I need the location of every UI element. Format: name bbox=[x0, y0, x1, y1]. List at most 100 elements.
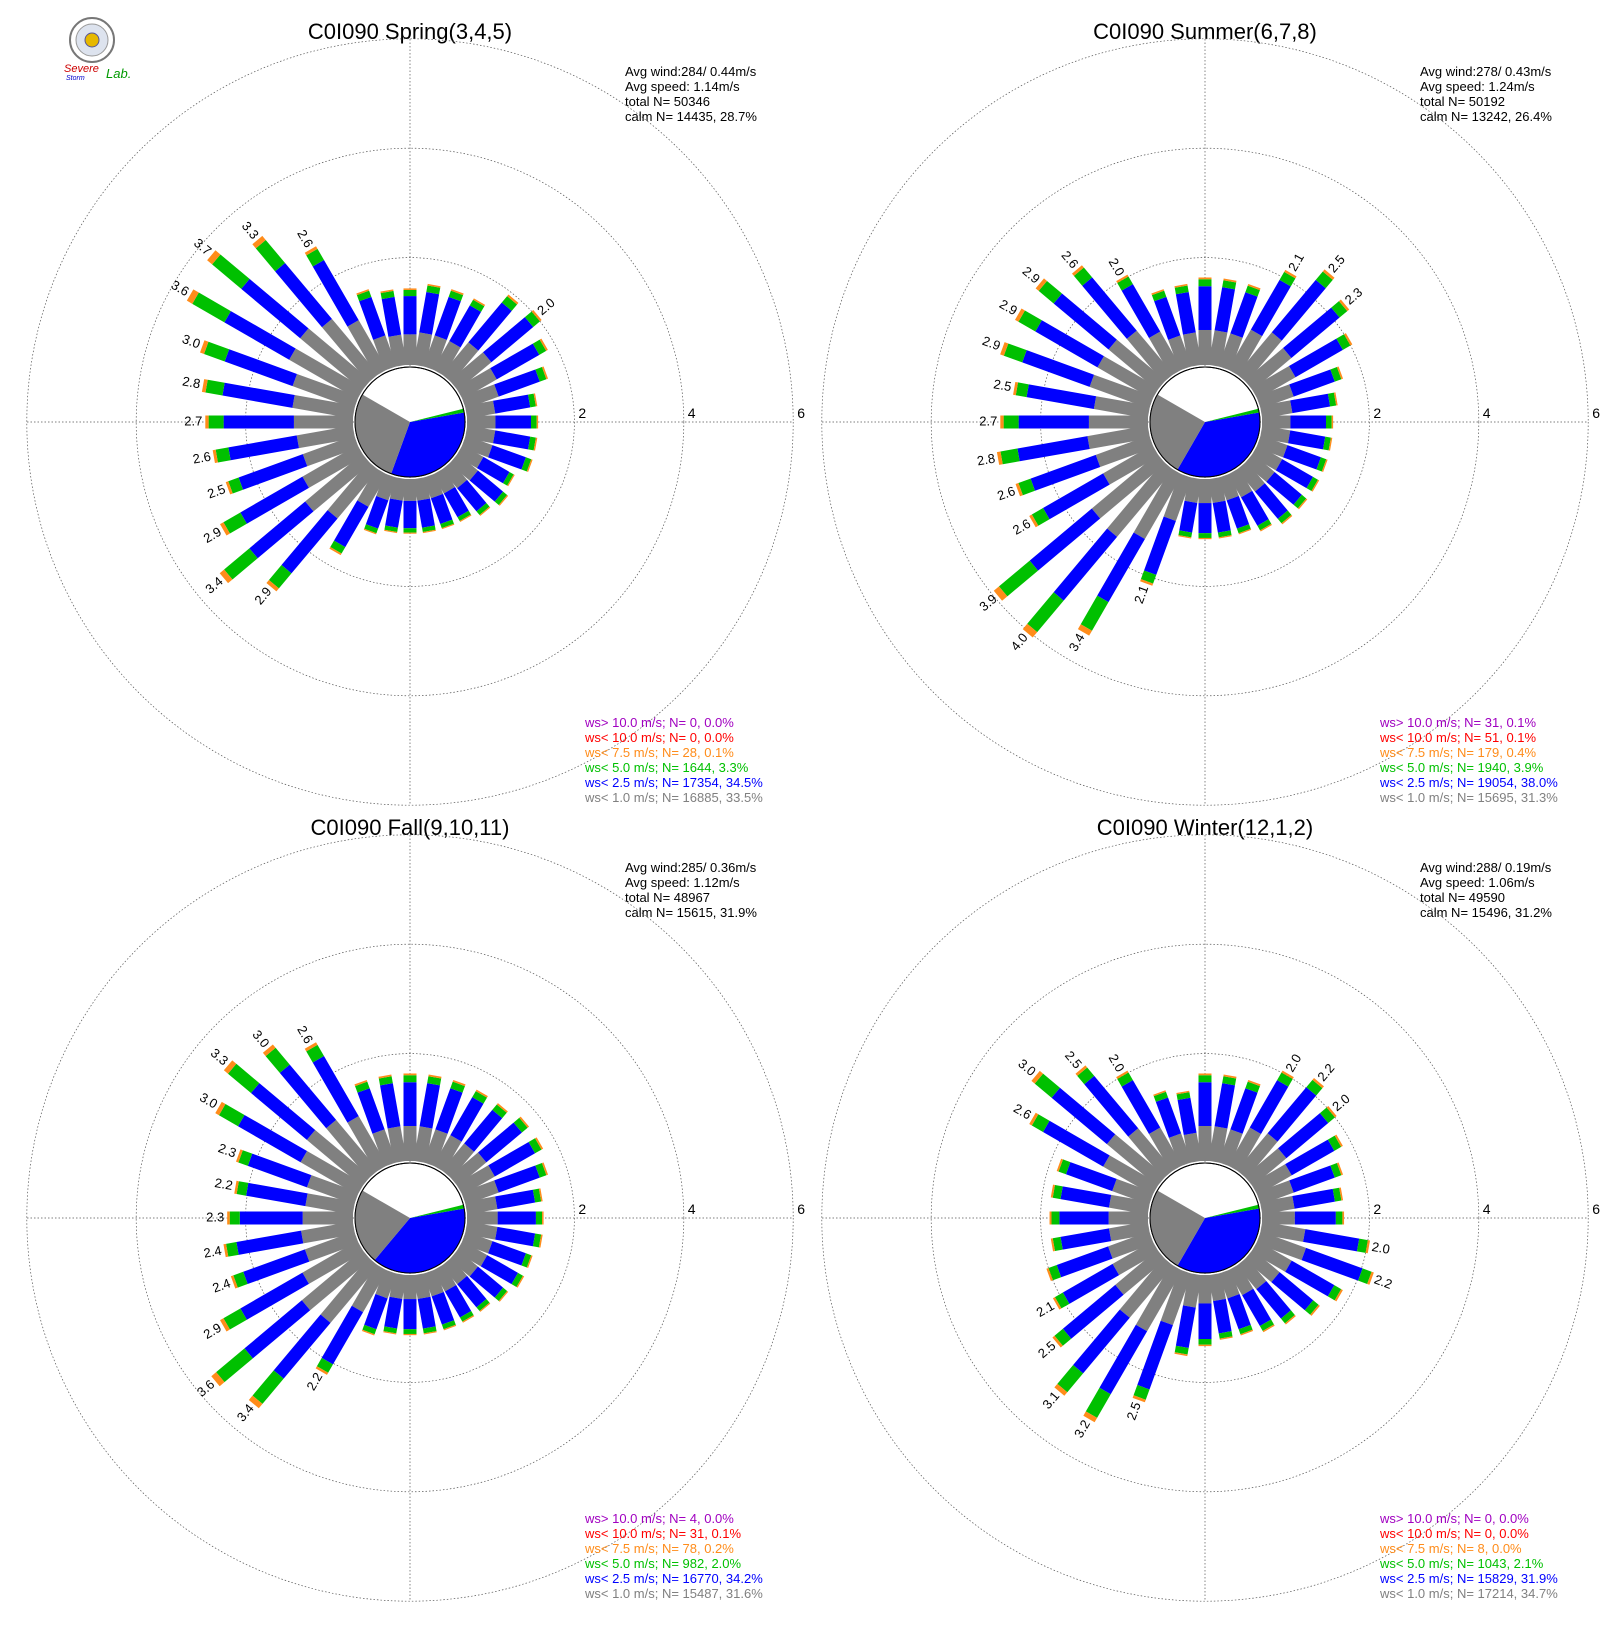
bar-segment bbox=[357, 1088, 385, 1134]
calm-sector-green bbox=[410, 408, 465, 422]
bar-total-label: 2.5 bbox=[1035, 1338, 1058, 1361]
bar-segment bbox=[1198, 277, 1212, 280]
direction-bar bbox=[1236, 1257, 1296, 1325]
direction-bar bbox=[363, 473, 397, 535]
direction-bar bbox=[461, 435, 533, 472]
bar-segment bbox=[1334, 1289, 1343, 1302]
bar-segment bbox=[238, 1150, 253, 1166]
bar-segment bbox=[993, 586, 1008, 601]
bar-segment bbox=[1054, 1383, 1068, 1396]
bar-segment bbox=[306, 248, 324, 267]
bar-segment bbox=[495, 1189, 536, 1210]
bar-segment bbox=[215, 1101, 226, 1116]
bar-segment bbox=[1031, 1114, 1050, 1132]
logo-line2: Storm bbox=[66, 75, 85, 82]
legend-entry: ws< 1.0 m/s; N= 15487, 31.6% bbox=[584, 1586, 763, 1601]
bar-segment bbox=[1310, 1304, 1320, 1316]
bar-segment bbox=[378, 1074, 392, 1079]
bar-segment bbox=[223, 1060, 237, 1074]
bar-segment bbox=[1108, 1221, 1150, 1242]
bar-segment bbox=[443, 1324, 457, 1331]
logo-line1: Severe bbox=[64, 63, 99, 75]
direction-bar bbox=[380, 289, 407, 367]
bar-segment bbox=[219, 569, 233, 584]
bar-segment bbox=[212, 449, 218, 463]
bar-segment bbox=[1303, 1229, 1360, 1252]
bar-segment bbox=[255, 239, 286, 272]
bar-segment bbox=[532, 1188, 542, 1203]
bar-segment bbox=[501, 296, 518, 311]
direction-bar bbox=[1000, 342, 1154, 409]
bar-segment bbox=[1242, 1288, 1272, 1327]
bar-segment bbox=[403, 1275, 417, 1300]
bar-segment bbox=[1091, 453, 1166, 519]
bar-segment bbox=[1140, 579, 1154, 586]
bar-segment bbox=[432, 1264, 457, 1292]
calm-circle-outline bbox=[354, 366, 466, 478]
bar-segment bbox=[1218, 1269, 1240, 1299]
bar-segment bbox=[1283, 307, 1340, 358]
bar-segment bbox=[1256, 384, 1294, 409]
bar-segment bbox=[262, 1044, 276, 1057]
bar-segment bbox=[211, 1372, 225, 1387]
bar-segment bbox=[1218, 1129, 1243, 1167]
bar-segment bbox=[1319, 1107, 1335, 1124]
bar-segment bbox=[1031, 1070, 1044, 1084]
bar-segment bbox=[249, 501, 314, 559]
direction-bar bbox=[1151, 289, 1192, 371]
bar-total-label: 2.6 bbox=[1011, 1100, 1034, 1122]
bar-segment bbox=[1048, 1265, 1062, 1281]
bar-total-label: 3.3 bbox=[208, 1045, 231, 1068]
bar-segment bbox=[441, 342, 479, 383]
bar-segment bbox=[1155, 1097, 1182, 1138]
direction-bar bbox=[1083, 1264, 1183, 1423]
direction-bar bbox=[449, 453, 509, 506]
bar-segment bbox=[1126, 330, 1174, 383]
bar-segment bbox=[441, 1143, 475, 1179]
bar-segment bbox=[1050, 1184, 1055, 1198]
direction-bar bbox=[1132, 1269, 1192, 1403]
bar-segment bbox=[356, 290, 372, 302]
direction-bar bbox=[423, 1269, 457, 1331]
legend-entry: ws< 2.5 m/s; N= 17354, 34.5% bbox=[584, 775, 763, 790]
bar-segment bbox=[266, 579, 279, 592]
direction-bar bbox=[1218, 473, 1252, 535]
bar-segment bbox=[456, 368, 497, 400]
legend-entry: ws< 5.0 m/s; N= 1644, 3.3% bbox=[584, 760, 749, 775]
bar-segment bbox=[1227, 1127, 1262, 1172]
bar-segment bbox=[521, 457, 532, 472]
bar-segment bbox=[1254, 483, 1288, 519]
direction-bar bbox=[266, 461, 379, 592]
bar-segment bbox=[469, 299, 485, 312]
grid-ring bbox=[26, 834, 794, 1602]
bar-segment bbox=[480, 1255, 519, 1285]
bar-segment bbox=[365, 495, 389, 529]
direction-bar bbox=[432, 1264, 475, 1323]
direction-bar bbox=[467, 1211, 544, 1225]
bar-segment bbox=[1330, 367, 1342, 382]
bar-segment bbox=[208, 415, 224, 429]
calm-circle-outline bbox=[354, 1162, 466, 1274]
bar-segment bbox=[432, 340, 461, 376]
grid-ring bbox=[930, 147, 1480, 697]
bar-segment bbox=[1240, 1329, 1254, 1336]
bar-segment bbox=[441, 461, 468, 489]
direction-bar bbox=[1052, 1240, 1159, 1310]
bar-total-label: 3.4 bbox=[202, 574, 225, 597]
bar-segment bbox=[1168, 1133, 1192, 1167]
bar-segment bbox=[1217, 530, 1232, 538]
bar-segment bbox=[495, 1226, 536, 1247]
bar-segment bbox=[1240, 490, 1269, 526]
bar-segment bbox=[469, 1266, 504, 1298]
direction-bar bbox=[1236, 269, 1335, 383]
bar-segment bbox=[1053, 293, 1117, 350]
direction-bar bbox=[315, 1264, 388, 1375]
bar-segment bbox=[1031, 508, 1050, 526]
bar-total-label: 2.1 bbox=[1131, 583, 1151, 605]
bar-total-label: 2.6 bbox=[1010, 516, 1033, 538]
bar-segment bbox=[423, 1331, 437, 1335]
bar-segment bbox=[205, 415, 209, 429]
bar-segment bbox=[1121, 284, 1161, 338]
bar-segment bbox=[535, 1137, 544, 1150]
bar-segment bbox=[479, 506, 491, 516]
